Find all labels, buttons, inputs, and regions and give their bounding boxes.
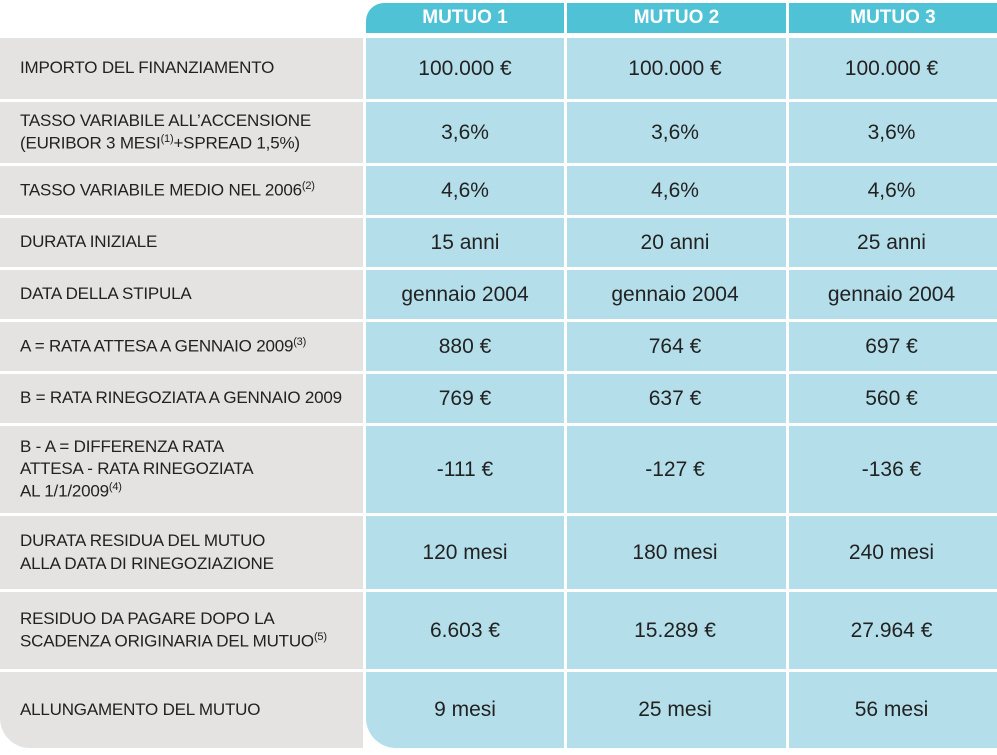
row-divider xyxy=(0,513,997,516)
cell-mutuo-2: 15.289 € xyxy=(634,618,716,642)
header-mutuo-1: MUTUO 1 xyxy=(366,3,564,33)
cell-mutuo-3: 27.964 € xyxy=(850,618,933,642)
table-row: A = RATA ATTESA A GENNAIO 2009(3) 880 € 76… xyxy=(0,322,997,371)
column-divider xyxy=(363,38,366,748)
row-label: TASSO VARIABILE MEDIO NEL 2006(2) xyxy=(20,166,350,215)
row-label-line: (EURIBOR 3 MESI(1)+SPREAD 1,5%) xyxy=(20,133,300,153)
table-row: ALLUNGAMENTO DEL MUTUO 9 mesi 25 mesi 56 me… xyxy=(0,672,997,748)
cell-mutuo-1: 100.000 € xyxy=(418,56,512,80)
table-row: B - A = DIFFERENZA RATA ATTESA - RATA RIN… xyxy=(0,426,997,513)
cell-mutuo-1: 4,6% xyxy=(441,178,489,202)
row-label-line: B = RATA RINEGOZIATA A GENNAIO 2009 xyxy=(20,388,342,408)
cell-mutuo-1: 3,6% xyxy=(441,120,489,144)
row-divider xyxy=(0,319,997,322)
row-label: DURATA RESIDUA DEL MUTUO ALLA DATA DI RIN… xyxy=(20,516,350,589)
cell-mutuo-3: 25 anni xyxy=(857,230,926,254)
row-label: B - A = DIFFERENZA RATA ATTESA - RATA RIN… xyxy=(20,426,350,513)
cell-mutuo-2: 20 anni xyxy=(640,230,710,254)
row-label: A = RATA ATTESA A GENNAIO 2009(3) xyxy=(20,322,350,371)
cell-mutuo-2: 180 mesi xyxy=(632,540,718,564)
row-label-line: RESIDUO DA PAGARE DOPO LA xyxy=(20,609,275,629)
cell-mutuo-3: -136 € xyxy=(861,457,922,481)
cell-mutuo-1: 880 € xyxy=(438,334,492,358)
row-label: DATA DELLA STIPULA xyxy=(20,270,350,319)
row-label-line: DURATA INIZIALE xyxy=(20,232,158,252)
cell-mutuo-1: -111 € xyxy=(436,457,494,481)
row-divider xyxy=(0,267,997,270)
cell-mutuo-3: 56 mesi xyxy=(854,698,929,721)
cell-mutuo-3: 560 € xyxy=(865,386,918,410)
cell-mutuo-3: 3,6% xyxy=(867,120,916,144)
cell-mutuo-1: 6.603 € xyxy=(429,618,501,642)
row-label-line: SCADENZA ORIGINARIA DEL MUTUO(5) xyxy=(20,631,327,651)
row-label: B = RATA RINEGOZIATA A GENNAIO 2009 xyxy=(20,374,350,423)
row-label-line: B - A = DIFFERENZA RATA xyxy=(20,437,225,457)
cell-mutuo-3: 4,6% xyxy=(867,178,916,202)
table-row: RESIDUO DA PAGARE DOPO LA SCADENZA ORIGIN… xyxy=(0,592,997,669)
table-row: B = RATA RINEGOZIATA A GENNAIO 2009 769 €… xyxy=(0,374,997,423)
row-divider xyxy=(0,371,997,374)
row-divider xyxy=(0,215,997,218)
table-row: DURATA RESIDUA DEL MUTUO ALLA DATA DI RIN… xyxy=(0,516,997,589)
row-label-line: ATTESA - RATA RINEGOZIATA xyxy=(20,459,254,479)
cell-mutuo-2: gennaio 2004 xyxy=(611,282,739,306)
column-divider xyxy=(786,38,789,748)
row-divider xyxy=(0,423,997,426)
label-column xyxy=(0,38,363,748)
row-label: ALLUNGAMENTO DEL MUTUO xyxy=(20,672,350,748)
table-row: TASSO VARIABILE ALL’ACCENSIONE (EURIBOR 3… xyxy=(0,102,997,163)
table-row: DATA DELLA STIPULA gennaio 2004 gennaio 20… xyxy=(0,270,997,319)
table-row: TASSO VARIABILE MEDIO NEL 2006(2) 4,6% 4,6… xyxy=(0,166,997,215)
cell-mutuo-2: 764 € xyxy=(648,334,702,358)
cell-mutuo-2: 4,6% xyxy=(651,178,699,202)
row-label: TASSO VARIABILE ALL’ACCENSIONE (EURIBOR 3… xyxy=(20,102,350,163)
row-label-line: TASSO VARIABILE ALL’ACCENSIONE xyxy=(20,111,311,131)
row-label-line: AL 1/1/2009(4) xyxy=(20,481,122,501)
row-divider xyxy=(0,589,997,592)
row-label-line: TASSO VARIABILE MEDIO NEL 2006(2) xyxy=(20,180,315,200)
column-divider xyxy=(564,38,567,748)
cell-mutuo-2: 637 € xyxy=(648,386,702,410)
header-mutuo-2: MUTUO 2 xyxy=(567,3,786,33)
table-row: IMPORTO DEL FINANZIAMENTO 100.000 € 100.00… xyxy=(0,38,997,99)
cell-mutuo-3: gennaio 2004 xyxy=(827,282,956,306)
cell-mutuo-1: gennaio 2004 xyxy=(401,282,529,306)
cell-mutuo-2: 25 mesi xyxy=(638,698,712,721)
cell-mutuo-3: 100.000 € xyxy=(844,56,939,80)
row-label-line: ALLA DATA DI RINEGOZIAZIONE xyxy=(20,553,274,573)
row-label-line: ALLUNGAMENTO DEL MUTUO xyxy=(20,699,261,719)
row-label-line: DATA DELLA STIPULA xyxy=(20,284,192,304)
cell-mutuo-1: 769 € xyxy=(438,386,492,410)
cell-mutuo-2: -127 € xyxy=(645,457,705,481)
table-header: MUTUO 1 MUTUO 2 MUTUO 3 xyxy=(0,0,997,35)
row-label: IMPORTO DEL FINANZIAMENTO xyxy=(20,38,350,99)
cell-mutuo-3: 240 mesi xyxy=(848,540,935,564)
table-row: DURATA INIZIALE 15 anni 20 anni 25 anni xyxy=(0,218,997,267)
row-divider xyxy=(0,99,997,102)
row-divider xyxy=(0,669,997,672)
cell-mutuo-1: 9 mesi xyxy=(434,698,496,721)
row-label-line: IMPORTO DEL FINANZIAMENTO xyxy=(20,58,275,78)
row-divider xyxy=(0,163,997,166)
row-label: DURATA INIZIALE xyxy=(20,218,350,267)
row-label-line: A = RATA ATTESA A GENNAIO 2009(3) xyxy=(20,336,307,356)
values-area xyxy=(366,38,997,748)
header-mutuo-3: MUTUO 3 xyxy=(789,3,997,33)
cell-mutuo-1: 15 anni xyxy=(430,230,500,254)
row-label-line: DURATA RESIDUA DEL MUTUO xyxy=(20,531,266,551)
cell-mutuo-3: 697 € xyxy=(865,334,918,358)
cell-mutuo-2: 100.000 € xyxy=(628,56,722,80)
cell-mutuo-1: 120 mesi xyxy=(422,540,508,564)
cell-mutuo-2: 3,6% xyxy=(651,120,699,144)
row-label: RESIDUO DA PAGARE DOPO LA SCADENZA ORIGIN… xyxy=(20,592,350,669)
